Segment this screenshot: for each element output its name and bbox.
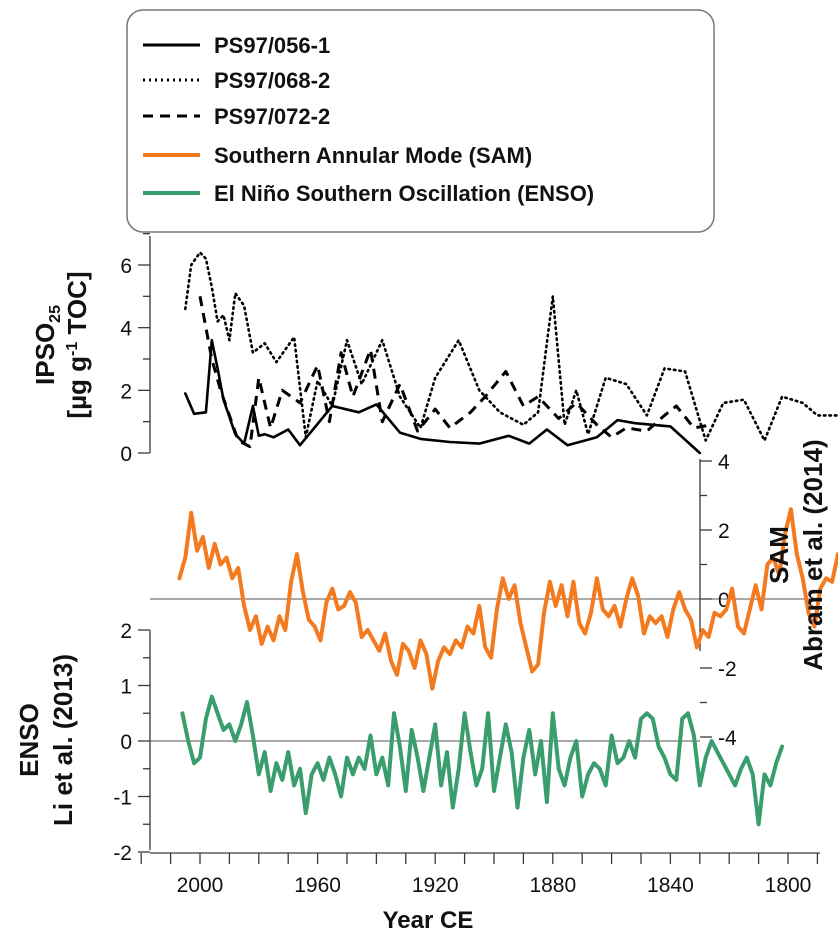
ipso25-y-unit: [µg g-1 TOC] xyxy=(62,271,92,418)
series-line-southern-annular-mode-sam xyxy=(177,507,838,691)
x-tick-label: 1960 xyxy=(294,874,341,897)
y-tick-label: 1 xyxy=(120,676,132,699)
y-tick-label: 4 xyxy=(120,318,132,341)
x-axis-title: Year CE xyxy=(383,907,474,934)
x-tick-label: 1840 xyxy=(647,874,694,897)
y-tick-label: -2 xyxy=(718,658,737,681)
x-tick-label: 1880 xyxy=(529,874,576,897)
legend-label-ps97-072-2: PS97/072-2 xyxy=(214,104,330,129)
sam-y-subtitle: Abram et al. (2014) xyxy=(798,439,828,670)
enso-y-title: ENSO xyxy=(14,703,44,777)
y-tick-label: -1 xyxy=(113,787,132,810)
x-tick-label: 1920 xyxy=(412,874,459,897)
series-line-ps97-072-2 xyxy=(198,296,712,449)
sam-series xyxy=(177,507,838,691)
ipso25-unit-superscript: -1 xyxy=(64,342,81,356)
y-tick-label: 0 xyxy=(120,443,132,466)
y-tick-label: 4 xyxy=(718,451,730,474)
x-ticks: 2000 1960 1920 1880 1840 1800 xyxy=(140,853,819,897)
legend-label-enso: El Niño Southern Oscillation (ENSO) xyxy=(214,181,594,206)
legend-label-ps97-068-2: PS97/068-2 xyxy=(214,68,330,93)
ipso25-unit-rest: TOC] xyxy=(62,271,92,341)
x-tick-label: 2000 xyxy=(177,874,224,897)
sam-y-title: SAM xyxy=(764,526,794,584)
series-line-ps97-056-1 xyxy=(184,338,702,455)
legend: PS97/056-1 PS97/068-2 PS97/072-2 Souther… xyxy=(126,9,715,233)
x-axis: 2000 1960 1920 1880 1840 1800 Year CE xyxy=(140,852,820,934)
x-tick-label: 1800 xyxy=(765,874,812,897)
ipso25-y-title: IPSO25 xyxy=(30,305,64,385)
y-tick-label: 2 xyxy=(718,520,730,543)
y-tick-label: 2 xyxy=(120,620,132,643)
ipso25-subscript: 25 xyxy=(47,305,64,323)
y-tick-label: -4 xyxy=(718,727,737,750)
ipso25-y-ticks: 0 2 4 6 xyxy=(120,233,150,466)
legend-label-sam: Southern Annular Mode (SAM) xyxy=(214,143,532,168)
sam-panel: 4 2 0 -2 -4 SAM Abram et al. (2014) xyxy=(150,439,838,750)
series-line-el-ni-o-southern-oscillation-enso xyxy=(180,694,785,827)
enso-y-ticks: 2 1 0 -1 -2 xyxy=(113,620,150,865)
y-tick-label: 0 xyxy=(718,589,730,612)
y-tick-label: 6 xyxy=(120,255,132,278)
enso-panel: 2 1 0 -1 -2 ENSO Li et al. (2013) xyxy=(14,620,785,865)
y-tick-label: 2 xyxy=(120,380,132,403)
ipso25-panel: 0 2 4 6 IPSO25 [µg g-1 TOC] xyxy=(30,233,838,466)
sam-y-ticks: 4 2 0 -2 -4 xyxy=(700,451,737,750)
enso-series xyxy=(180,694,785,827)
y-tick-label: -2 xyxy=(113,842,132,865)
enso-y-subtitle: Li et al. (2013) xyxy=(48,654,78,826)
series-line-ps97-068-2 xyxy=(184,251,838,442)
y-tick-label: 0 xyxy=(120,731,132,754)
ipso25-series xyxy=(184,251,838,455)
legend-label-ps97-056-1: PS97/056-1 xyxy=(214,33,330,58)
legend-box xyxy=(126,9,715,233)
